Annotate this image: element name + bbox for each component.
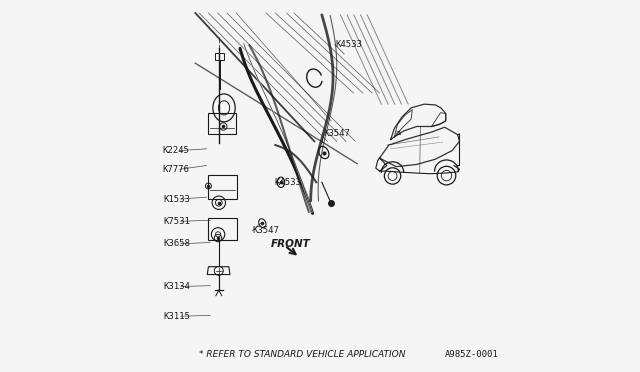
Text: K3134: K3134 [163, 282, 190, 291]
Bar [207, 218, 237, 240]
Text: K4533: K4533 [275, 178, 301, 187]
Text: FRONT: FRONT [271, 239, 310, 248]
Text: K7776: K7776 [162, 165, 189, 174]
Text: K7531: K7531 [163, 217, 190, 226]
Text: K3547: K3547 [324, 129, 351, 138]
Text: K1533: K1533 [163, 195, 190, 203]
Text: K2245: K2245 [162, 146, 189, 155]
Text: K3658: K3658 [163, 239, 190, 248]
Text: K3547: K3547 [252, 226, 279, 235]
Bar [209, 113, 236, 134]
Text: K4533: K4533 [335, 40, 362, 49]
Bar [215, 53, 225, 60]
Text: * REFER TO STANDARD VEHICLE APPLICATION: * REFER TO STANDARD VEHICLE APPLICATION [199, 350, 406, 359]
Bar [207, 175, 237, 199]
Text: A985Z-0001: A985Z-0001 [445, 350, 499, 359]
Text: K3115: K3115 [163, 312, 190, 321]
